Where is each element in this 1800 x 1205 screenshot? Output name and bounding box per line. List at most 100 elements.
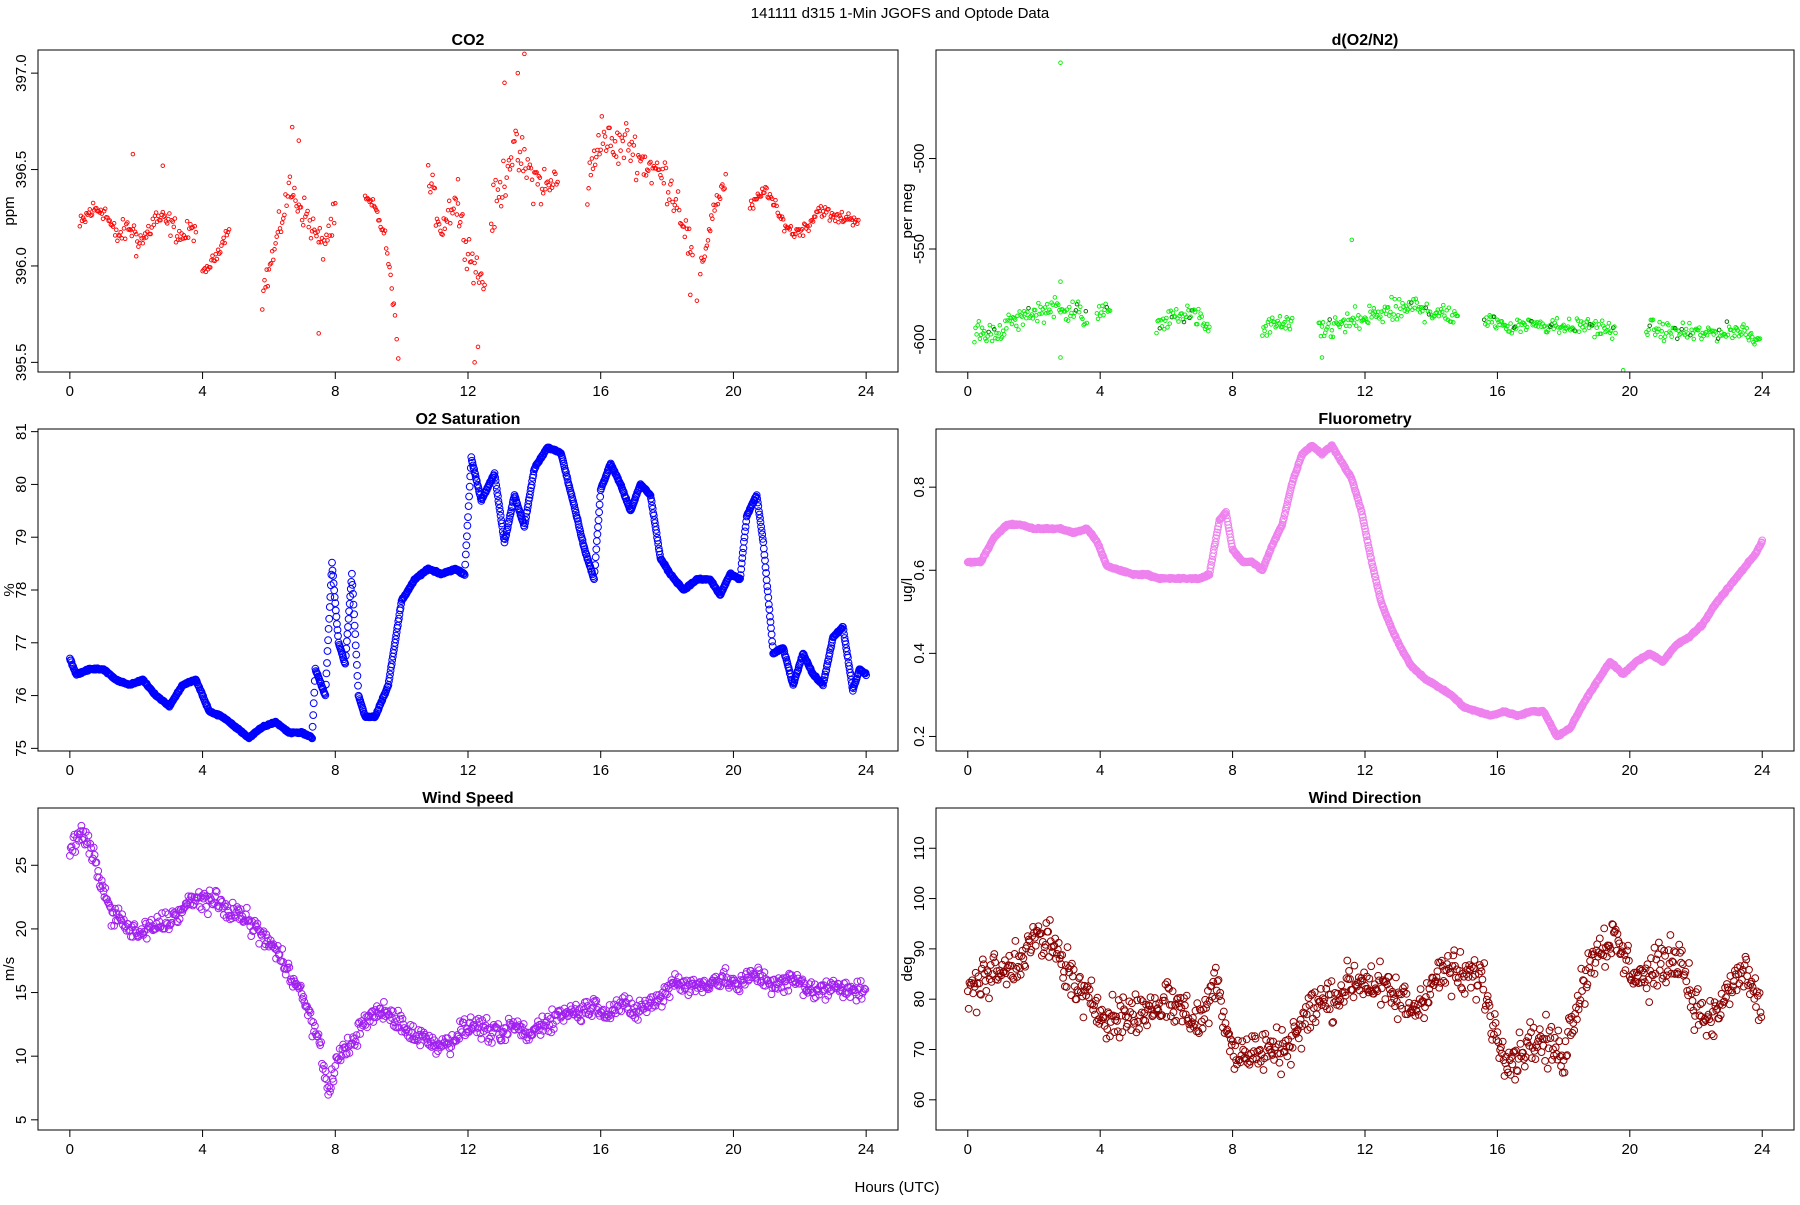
data-point: [261, 308, 265, 312]
data-point: [502, 159, 506, 163]
data-point: [1333, 316, 1337, 320]
y-tick-label: 76: [13, 687, 30, 704]
data-point: [194, 230, 198, 234]
data-point: [262, 289, 266, 293]
data-point: [541, 192, 545, 196]
data-point: [1084, 309, 1088, 313]
data-point: [1002, 333, 1006, 337]
panel-title: Wind Speed: [422, 790, 513, 807]
data-point: [596, 509, 603, 516]
data-point: [493, 226, 497, 230]
data-point: [1661, 322, 1665, 326]
data-point: [1171, 311, 1175, 315]
data-point: [1660, 330, 1664, 334]
data-point: [526, 158, 530, 162]
x-tick-label: 8: [1228, 383, 1236, 400]
data-point: [467, 238, 471, 242]
data-point: [144, 236, 148, 240]
data-point: [275, 235, 279, 239]
data-point: [543, 167, 547, 171]
data-point: [1647, 328, 1651, 332]
data-point: [334, 202, 338, 206]
data-point: [1725, 320, 1729, 324]
data-point: [324, 648, 331, 655]
data-point: [431, 173, 435, 177]
data-point: [519, 162, 523, 166]
data-point: [699, 272, 703, 276]
data-point: [473, 261, 477, 265]
data-point: [1328, 318, 1332, 322]
data-point: [161, 164, 165, 168]
data-point: [591, 167, 595, 171]
data-point: [1670, 335, 1674, 339]
data-point: [1597, 323, 1601, 327]
data-point: [1381, 320, 1385, 324]
data-point: [530, 178, 534, 182]
x-tick-label: 0: [66, 383, 74, 400]
data-point: [1039, 305, 1043, 309]
data-point: [602, 130, 606, 134]
data-point: [324, 242, 328, 246]
data-point: [768, 631, 775, 638]
data-point: [353, 651, 360, 658]
data-point: [662, 182, 666, 186]
data-point: [496, 188, 500, 192]
data-point: [1394, 305, 1398, 309]
data-point: [447, 199, 451, 203]
data-point: [627, 149, 631, 153]
data-point: [296, 210, 300, 214]
data-point: [610, 137, 614, 141]
data-point: [691, 253, 695, 257]
data-point: [1045, 302, 1049, 306]
x-tick-label: 20: [1621, 762, 1638, 779]
data-point: [503, 81, 507, 85]
data-point: [1040, 312, 1044, 316]
data-point: [389, 273, 393, 277]
data-points: [78, 52, 860, 364]
data-point: [495, 199, 499, 203]
data-point: [523, 148, 527, 152]
data-point: [665, 202, 669, 206]
data-point: [601, 142, 605, 146]
data-point: [192, 239, 196, 243]
data-point: [847, 212, 851, 216]
data-point: [447, 1051, 454, 1058]
data-point: [676, 190, 680, 194]
data-point: [122, 227, 126, 231]
data-point: [274, 242, 278, 246]
data-point: [1662, 339, 1666, 343]
data-point: [1509, 322, 1513, 326]
data-point: [626, 128, 630, 132]
data-point: [326, 615, 333, 622]
data-point: [464, 522, 471, 529]
data-point: [282, 217, 286, 221]
data-point: [381, 999, 388, 1006]
data-point: [1059, 61, 1063, 65]
data-point: [509, 156, 513, 160]
panel-title: CO2: [452, 32, 485, 49]
data-point: [1168, 322, 1172, 326]
data-point: [595, 155, 599, 159]
data-point: [655, 161, 659, 165]
data-point: [510, 163, 514, 167]
data-point: [294, 199, 298, 203]
data-point: [978, 337, 982, 341]
data-point: [1155, 331, 1159, 335]
data-point: [516, 159, 520, 163]
figure-title: 141111 d315 1-Min JGOFS and Optode Data: [751, 5, 1050, 22]
x-tick-label: 20: [725, 383, 742, 400]
data-point: [690, 246, 694, 250]
data-point: [1175, 308, 1179, 312]
data-point: [426, 164, 430, 168]
data-point: [222, 236, 226, 240]
data-point: [623, 133, 627, 137]
y-axis-label: per meg: [899, 183, 916, 238]
data-point: [669, 183, 673, 187]
data-point: [518, 150, 522, 154]
data-point: [1397, 297, 1401, 301]
data-point: [1447, 306, 1451, 310]
data-point: [492, 183, 496, 187]
x-tick-label: 24: [1754, 762, 1771, 779]
